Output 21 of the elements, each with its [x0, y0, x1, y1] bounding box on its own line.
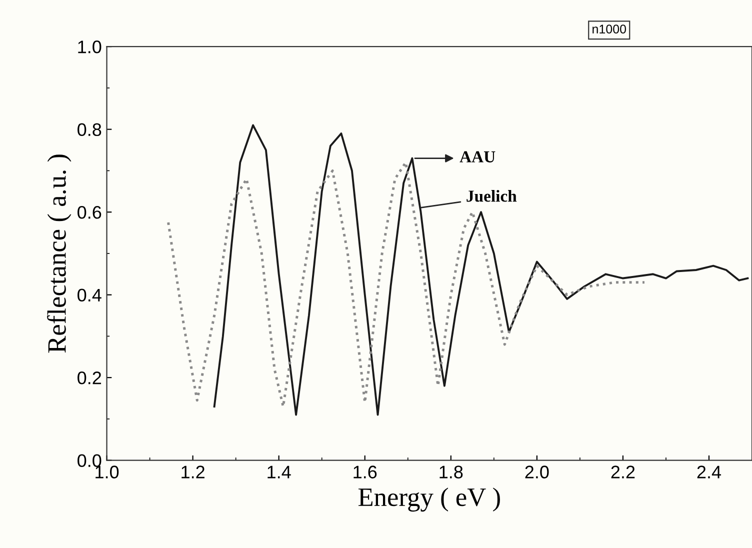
x-axis-title: Energy ( eV )	[358, 488, 500, 512]
x-tick-label: 1.8	[440, 466, 463, 478]
y-tick-label: 0.8	[78, 123, 102, 136]
y-tick-label: 0.6	[78, 206, 102, 219]
line-series	[213, 124, 749, 416]
y-axis-title: Reflectance ( a.u. )	[47, 154, 72, 353]
annotation: AAU	[460, 151, 496, 162]
y-tick-label: 0.4	[78, 288, 102, 302]
x-tick-label: 1.0	[96, 466, 119, 478]
x-tick-label: 1.2	[182, 466, 204, 478]
line-series	[167, 161, 646, 408]
annotation: Juelich	[466, 190, 517, 202]
y-tick-label: 1.0	[78, 40, 102, 54]
x-tick-label: 1.6	[354, 466, 377, 478]
x-tick-label: 2.0	[525, 466, 549, 478]
x-tick-label: 2.4	[697, 466, 722, 478]
y-tick-label: 0.0	[78, 454, 102, 468]
y-tick-label: 0.2	[78, 372, 102, 384]
x-tick-label: 1.4	[268, 466, 291, 478]
x-tick-label: 2.2	[611, 466, 635, 478]
text: n1000	[592, 24, 626, 34]
